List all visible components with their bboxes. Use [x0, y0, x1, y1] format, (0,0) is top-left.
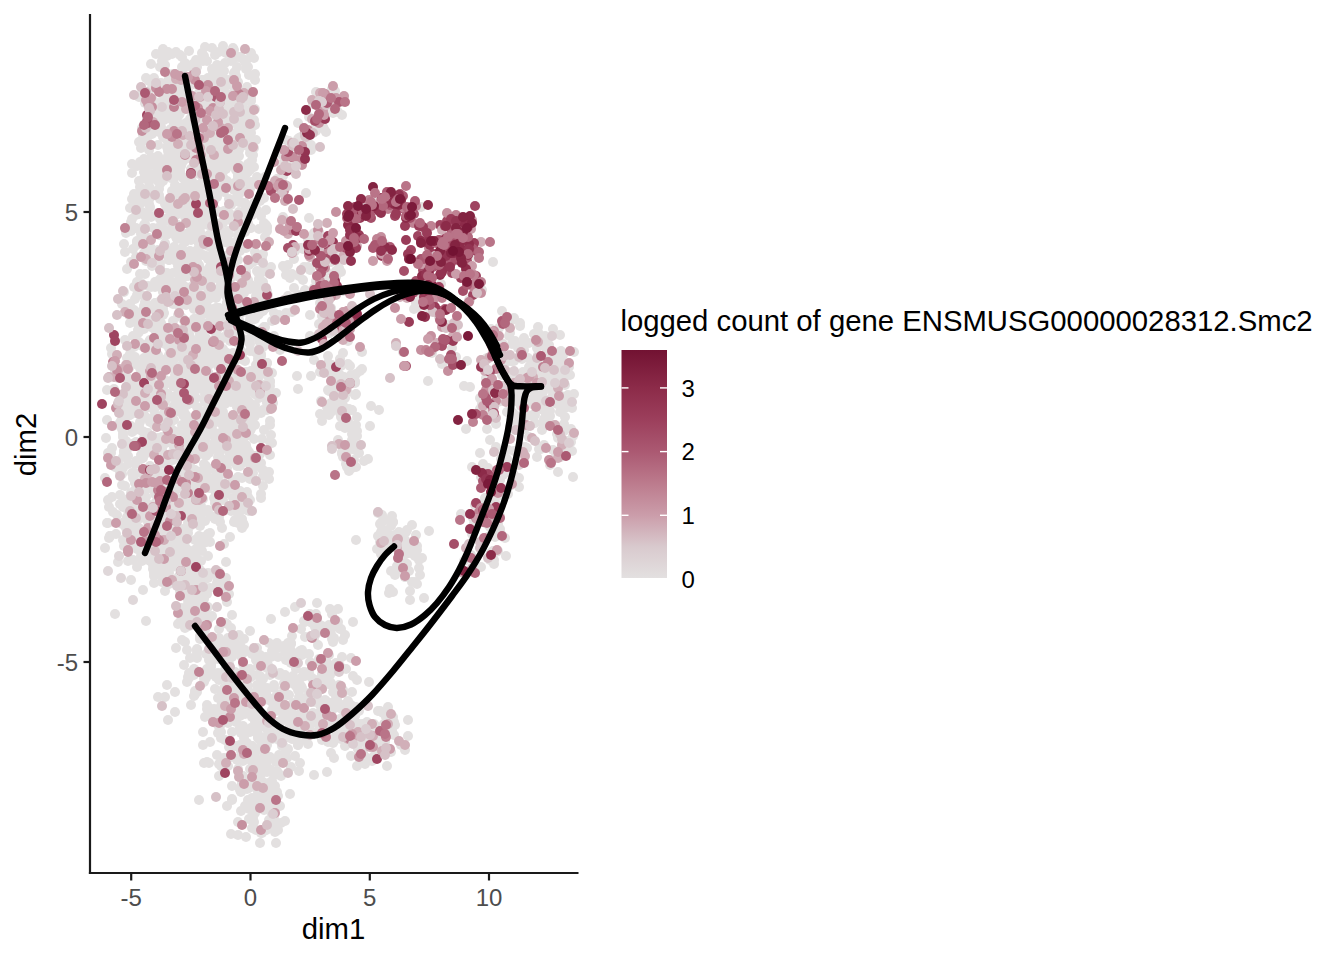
svg-text:10: 10 — [476, 884, 503, 911]
svg-text:-5: -5 — [121, 884, 142, 911]
svg-text:0: 0 — [682, 566, 695, 593]
svg-text:-5: -5 — [57, 649, 78, 676]
svg-text:5: 5 — [65, 199, 78, 226]
svg-text:1: 1 — [682, 502, 695, 529]
svg-text:dim2: dim2 — [9, 413, 42, 477]
svg-text:dim1: dim1 — [302, 912, 366, 945]
svg-text:logged count of gene ENSMUSG00: logged count of gene ENSMUSG00000028312.… — [620, 304, 1312, 337]
svg-text:3: 3 — [682, 375, 695, 402]
svg-text:0: 0 — [244, 884, 257, 911]
svg-text:0: 0 — [65, 424, 78, 451]
svg-text:5: 5 — [363, 884, 376, 911]
svg-text:2: 2 — [682, 438, 695, 465]
